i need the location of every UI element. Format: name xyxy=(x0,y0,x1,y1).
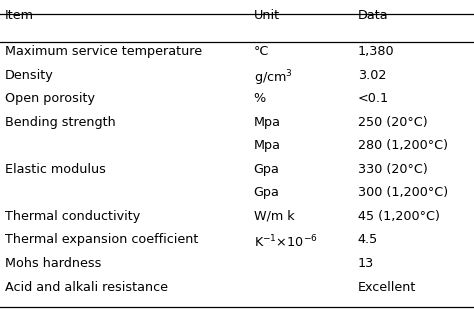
Text: Item: Item xyxy=(5,9,34,22)
Text: Mpa: Mpa xyxy=(254,139,281,152)
Text: 45 (1,200°C): 45 (1,200°C) xyxy=(358,210,440,223)
Text: %: % xyxy=(254,92,266,105)
Text: 3.02: 3.02 xyxy=(358,69,386,82)
Text: Gpa: Gpa xyxy=(254,163,280,176)
Text: Density: Density xyxy=(5,69,54,82)
Text: 300 (1,200°C): 300 (1,200°C) xyxy=(358,186,448,199)
Text: <0.1: <0.1 xyxy=(358,92,389,105)
Text: 13: 13 xyxy=(358,257,374,270)
Text: Maximum service temperature: Maximum service temperature xyxy=(5,45,202,58)
Text: Thermal conductivity: Thermal conductivity xyxy=(5,210,140,223)
Text: 280 (1,200°C): 280 (1,200°C) xyxy=(358,139,448,152)
Text: Acid and alkali resistance: Acid and alkali resistance xyxy=(5,281,168,294)
Text: Excellent: Excellent xyxy=(358,281,416,294)
Text: °C: °C xyxy=(254,45,269,58)
Text: Elastic modulus: Elastic modulus xyxy=(5,163,106,176)
Text: Bending strength: Bending strength xyxy=(5,116,116,129)
Text: g/cm$^3$: g/cm$^3$ xyxy=(254,69,292,88)
Text: 330 (20°C): 330 (20°C) xyxy=(358,163,428,176)
Text: Gpa: Gpa xyxy=(254,186,280,199)
Text: Unit: Unit xyxy=(254,9,280,22)
Text: Mpa: Mpa xyxy=(254,116,281,129)
Text: W/m k: W/m k xyxy=(254,210,294,223)
Text: 1,380: 1,380 xyxy=(358,45,394,58)
Text: Thermal expansion coefficient: Thermal expansion coefficient xyxy=(5,233,198,246)
Text: 250 (20°C): 250 (20°C) xyxy=(358,116,428,129)
Text: Mohs hardness: Mohs hardness xyxy=(5,257,101,270)
Text: K$^{-1}$$\times$10$^{-6}$: K$^{-1}$$\times$10$^{-6}$ xyxy=(254,233,317,250)
Text: Open porosity: Open porosity xyxy=(5,92,95,105)
Text: 4.5: 4.5 xyxy=(358,233,378,246)
Text: Data: Data xyxy=(358,9,389,22)
